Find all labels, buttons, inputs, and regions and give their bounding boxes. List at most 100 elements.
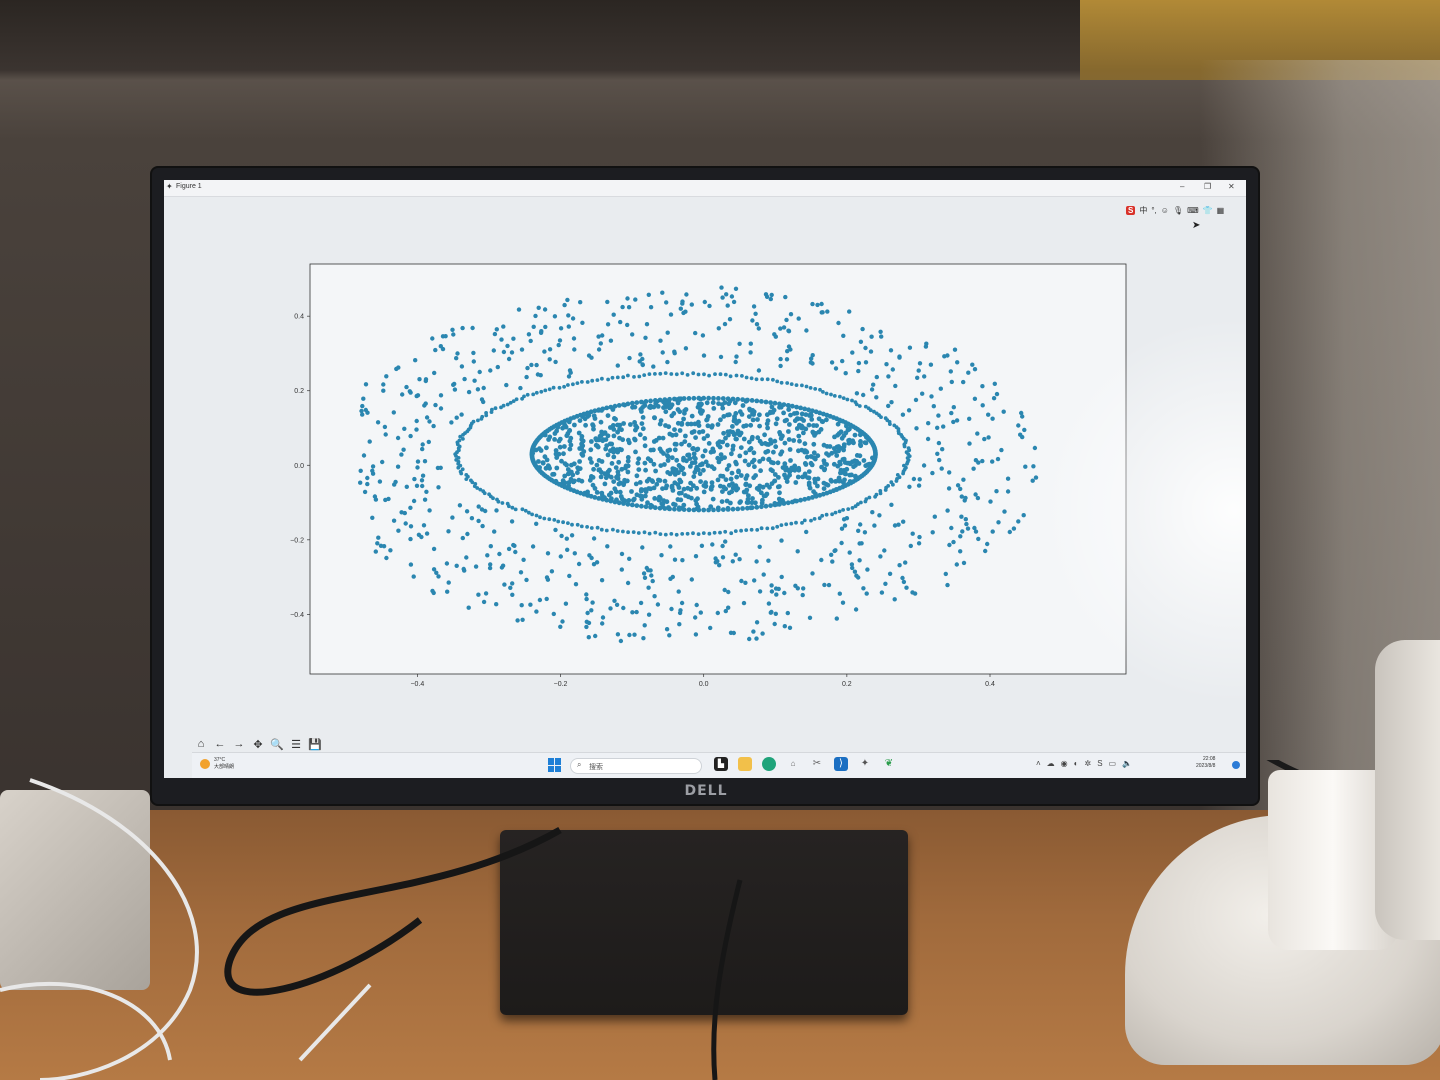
- scatter-point: [610, 375, 615, 380]
- keyboard-icon[interactable]: ⌨: [1187, 205, 1199, 215]
- scatter-point: [476, 592, 481, 597]
- ime-mode[interactable]: 中: [1139, 205, 1148, 215]
- notification-icon[interactable]: [1232, 761, 1240, 769]
- task-view-icon[interactable]: ▙: [714, 757, 728, 771]
- scatter-point: [826, 582, 832, 588]
- python-figure-icon[interactable]: ✦: [860, 758, 870, 769]
- app-leaf-icon[interactable]: ❦: [884, 758, 894, 769]
- scatter-point: [804, 328, 809, 333]
- scatter-point: [399, 452, 404, 457]
- scatter-point: [633, 449, 638, 455]
- punctuation-icon[interactable]: °,: [1151, 205, 1157, 215]
- scatter-point: [772, 472, 778, 477]
- forward-icon[interactable]: →: [233, 738, 245, 750]
- scatter-point: [619, 551, 625, 557]
- configure-subplots-icon[interactable]: ☰: [291, 738, 301, 751]
- scatter-point: [668, 404, 674, 410]
- scatter-point: [693, 435, 698, 440]
- ime-toolbar[interactable]: S 中 °, ☺ 🎙 ⌨ 👕 ▦: [1126, 204, 1224, 216]
- scatter-point: [391, 518, 397, 523]
- scatter-point: [516, 307, 522, 312]
- scatter-point: [839, 540, 844, 546]
- scatter-point: [718, 452, 724, 457]
- tray-network-icon[interactable]: ◉: [1060, 759, 1068, 768]
- scatter-point: [893, 383, 898, 389]
- file-explorer-icon[interactable]: [738, 757, 752, 771]
- store-icon[interactable]: ⌂: [790, 759, 796, 768]
- mic-icon[interactable]: 🎙: [1172, 205, 1184, 215]
- back-icon[interactable]: ←: [214, 738, 226, 750]
- tray-chevron-icon[interactable]: ˄: [1036, 759, 1041, 768]
- scatter-point: [1005, 476, 1011, 481]
- maximize-button[interactable]: ❐: [1204, 182, 1212, 191]
- tray-settings-icon[interactable]: ✲: [1084, 759, 1092, 768]
- taskbar-search[interactable]: ⌕ 搜索: [570, 758, 702, 774]
- start-button[interactable]: [548, 758, 562, 772]
- scatter-point: [870, 510, 875, 515]
- scatter-points: [358, 285, 1039, 644]
- taskbar-clock[interactable]: 22:08 2023/8/8: [1196, 756, 1215, 770]
- window-titlebar[interactable]: ✦ Figure 1 – ❐ ✕: [164, 180, 1246, 197]
- tray-volume-icon[interactable]: ◐: [1073, 759, 1079, 768]
- scatter-point: [791, 438, 797, 443]
- close-button[interactable]: ✕: [1228, 182, 1235, 191]
- vscode-icon[interactable]: ⟩: [834, 757, 848, 771]
- scatter-point: [915, 375, 920, 380]
- scatter-point: [585, 610, 590, 616]
- scatter-point: [608, 606, 613, 611]
- scatter-point: [886, 374, 891, 379]
- scatter-point: [976, 460, 981, 465]
- pan-icon[interactable]: ✥: [253, 738, 263, 751]
- scatter-point: [878, 554, 883, 559]
- scatter-point: [818, 387, 822, 392]
- scatter-point: [415, 459, 421, 464]
- zoom-icon[interactable]: 🔍: [270, 738, 284, 751]
- scatter-point: [924, 341, 929, 346]
- scatter-point: [688, 480, 693, 486]
- scatter-point: [608, 404, 614, 410]
- scatter-point: [768, 440, 774, 446]
- scatter-point: [752, 578, 757, 583]
- scatter-point: [749, 376, 754, 381]
- scatter-point: [557, 436, 563, 442]
- scatter-point: [634, 609, 639, 615]
- minimize-button[interactable]: –: [1180, 182, 1185, 191]
- toolbox-icon[interactable]: ▦: [1216, 205, 1225, 215]
- scatter-point: [846, 438, 851, 443]
- skin-icon[interactable]: 👕: [1202, 205, 1213, 215]
- scatter-point: [627, 632, 632, 638]
- scatter-point: [951, 539, 956, 545]
- tray-display-icon[interactable]: ▭: [1108, 759, 1117, 768]
- scatter-point: [686, 452, 692, 458]
- scatter-point: [803, 462, 809, 467]
- home-icon[interactable]: ⌂: [197, 738, 205, 750]
- scatter-point: [591, 466, 596, 472]
- scatter-point: [817, 492, 823, 498]
- scatter-point: [661, 405, 666, 410]
- save-icon[interactable]: 💾: [308, 738, 322, 751]
- scatter-point: [693, 632, 699, 637]
- scatter-point: [990, 416, 995, 421]
- sogou-logo-icon[interactable]: S: [1126, 205, 1136, 215]
- axes-frame: [309, 263, 1127, 675]
- snipping-tool-icon[interactable]: ✂: [812, 758, 822, 769]
- scatter-point: [643, 487, 649, 493]
- scatter-point: [596, 407, 602, 413]
- figure-canvas[interactable]: −0.4 −0.2 0.0 0.2 0.4 0.4 0.2 0.0 −0.2 −0.4: [164, 180, 1246, 736]
- tray-cloud-icon[interactable]: ☁: [1046, 759, 1055, 768]
- scatter-point: [454, 454, 458, 458]
- tray-speaker-icon[interactable]: 🔈: [1122, 759, 1133, 768]
- scatter-point: [626, 498, 632, 503]
- emoji-icon[interactable]: ☺: [1160, 205, 1169, 215]
- scatter-point: [396, 528, 401, 533]
- scatter-point: [794, 383, 799, 387]
- scatter-point: [414, 427, 419, 432]
- scatter-point: [842, 523, 848, 528]
- scatter-point: [726, 463, 732, 468]
- scatter-point: [713, 556, 718, 561]
- scatter-point: [586, 353, 592, 358]
- edge-browser-icon[interactable]: [762, 757, 776, 771]
- scatter-point: [790, 403, 795, 409]
- tray-ime-icon[interactable]: S: [1097, 759, 1103, 768]
- scatter-point: [678, 306, 683, 311]
